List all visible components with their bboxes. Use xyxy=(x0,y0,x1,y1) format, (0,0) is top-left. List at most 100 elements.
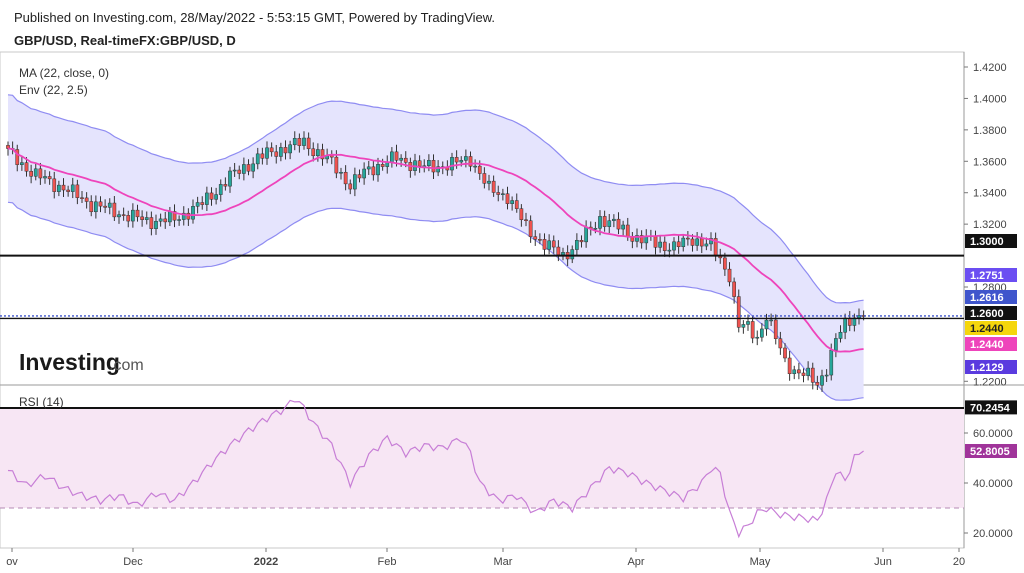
candle[interactable] xyxy=(551,235,556,254)
candle[interactable] xyxy=(824,369,829,382)
candle[interactable] xyxy=(505,186,510,210)
candle[interactable] xyxy=(89,195,94,217)
candle[interactable] xyxy=(501,188,505,201)
candle[interactable] xyxy=(70,177,75,199)
candle[interactable] xyxy=(98,196,103,213)
candle[interactable] xyxy=(223,177,228,191)
candle[interactable] xyxy=(792,365,797,380)
candle[interactable] xyxy=(357,169,362,183)
candle[interactable] xyxy=(371,160,376,181)
candle[interactable] xyxy=(366,161,371,175)
candle[interactable] xyxy=(755,330,760,346)
candle[interactable] xyxy=(15,144,20,172)
candle[interactable] xyxy=(732,277,736,304)
candle[interactable] xyxy=(288,140,292,160)
candle[interactable] xyxy=(491,175,496,197)
candle[interactable] xyxy=(61,178,66,198)
candle[interactable] xyxy=(662,236,667,257)
candle[interactable] xyxy=(343,165,348,191)
candle[interactable] xyxy=(255,147,260,170)
candle[interactable] xyxy=(251,157,255,179)
candle[interactable] xyxy=(112,196,117,221)
candle[interactable] xyxy=(103,199,107,214)
candle[interactable] xyxy=(686,231,690,246)
candle[interactable] xyxy=(265,141,269,165)
candle[interactable] xyxy=(797,362,801,380)
candle[interactable] xyxy=(496,185,501,202)
candle[interactable] xyxy=(38,162,43,185)
candle[interactable] xyxy=(33,162,38,181)
candle[interactable] xyxy=(538,233,542,245)
candle[interactable] xyxy=(320,143,325,166)
candle[interactable] xyxy=(302,131,306,150)
candle[interactable] xyxy=(107,198,112,215)
candle[interactable] xyxy=(209,187,214,206)
candle[interactable] xyxy=(815,375,820,390)
candle[interactable] xyxy=(283,140,288,160)
candle[interactable] xyxy=(690,234,695,252)
candle[interactable] xyxy=(140,210,144,227)
candle[interactable] xyxy=(348,179,353,195)
candle[interactable] xyxy=(579,235,584,248)
candle[interactable] xyxy=(787,350,792,381)
candle[interactable] xyxy=(66,185,70,197)
candle[interactable] xyxy=(612,214,616,228)
candle[interactable] xyxy=(450,152,454,177)
candle[interactable] xyxy=(834,333,838,358)
candle[interactable] xyxy=(801,368,806,383)
candle[interactable] xyxy=(84,192,89,209)
candle[interactable] xyxy=(29,164,33,184)
candle[interactable] xyxy=(528,215,533,243)
candle[interactable] xyxy=(144,211,149,225)
candle[interactable] xyxy=(769,313,773,326)
candle[interactable] xyxy=(376,157,380,182)
candle[interactable] xyxy=(810,362,815,390)
candle[interactable] xyxy=(181,206,186,226)
candle[interactable] xyxy=(158,213,163,227)
candle[interactable] xyxy=(20,155,24,171)
candle[interactable] xyxy=(362,162,366,185)
candle[interactable] xyxy=(177,215,181,226)
candle[interactable] xyxy=(172,204,177,228)
candle[interactable] xyxy=(681,234,686,252)
candle[interactable] xyxy=(676,234,681,254)
candle[interactable] xyxy=(473,159,477,173)
candle[interactable] xyxy=(519,204,524,227)
candle[interactable] xyxy=(311,142,316,162)
candle[interactable] xyxy=(205,186,209,212)
candle[interactable] xyxy=(154,214,158,235)
candle[interactable] xyxy=(274,144,279,164)
candle[interactable] xyxy=(695,231,699,251)
candle[interactable] xyxy=(778,331,783,355)
candle[interactable] xyxy=(764,313,769,336)
candle[interactable] xyxy=(135,204,140,222)
candle[interactable] xyxy=(806,361,810,381)
candle[interactable] xyxy=(94,195,98,219)
candle[interactable] xyxy=(353,167,357,197)
candle[interactable] xyxy=(214,187,218,205)
candle[interactable] xyxy=(510,196,514,211)
candle[interactable] xyxy=(616,212,621,235)
candle[interactable] xyxy=(487,174,491,191)
candle[interactable] xyxy=(570,245,575,264)
candle[interactable] xyxy=(80,190,84,203)
candle[interactable] xyxy=(121,207,126,221)
candle[interactable] xyxy=(533,230,538,246)
candle[interactable] xyxy=(727,262,732,287)
candle[interactable] xyxy=(237,165,242,180)
candle[interactable] xyxy=(200,196,205,210)
candle[interactable] xyxy=(635,228,639,248)
candle[interactable] xyxy=(24,157,29,177)
candle[interactable] xyxy=(228,166,232,193)
candle[interactable] xyxy=(820,369,824,392)
candle[interactable] xyxy=(75,179,80,205)
candle[interactable] xyxy=(783,343,787,363)
candle[interactable] xyxy=(547,234,551,255)
candle[interactable] xyxy=(575,233,579,257)
candle[interactable] xyxy=(380,158,385,171)
candle[interactable] xyxy=(672,237,676,255)
candle[interactable] xyxy=(292,131,297,151)
candle[interactable] xyxy=(47,171,52,185)
candle[interactable] xyxy=(52,171,57,199)
